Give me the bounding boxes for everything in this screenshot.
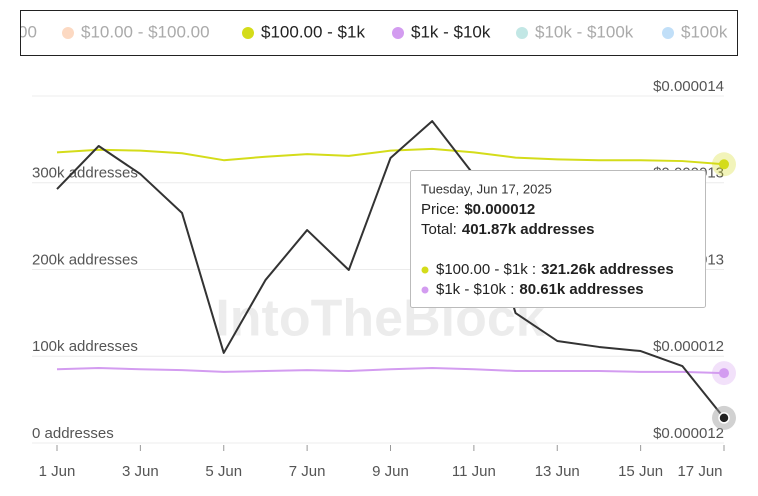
tooltip-box	[410, 170, 706, 308]
y2-tick-label: $0.000012	[653, 425, 724, 442]
x-tick-label: 13 Jun	[535, 463, 580, 480]
line	[56, 147, 725, 166]
tooltip-label: $100.00 - $1k :	[436, 261, 536, 278]
legend-label[interactable]: $10k - $100k	[535, 22, 634, 41]
x-tick-label: 17 Jun	[677, 463, 722, 480]
legend-label[interactable]: $100k	[681, 22, 728, 41]
y-tick-label: 200k addresses	[32, 251, 138, 268]
tooltip-value: 401.87k addresses	[462, 221, 595, 238]
legend-label[interactable]: $1k - $10k	[411, 22, 491, 41]
legend-dot	[62, 27, 74, 39]
tooltip-dot	[421, 266, 429, 274]
x-tick-label: 15 Jun	[618, 463, 663, 480]
tooltip-value: 321.26k addresses	[541, 261, 674, 278]
tooltip-value: $0.000012	[464, 201, 535, 218]
line	[56, 120, 725, 419]
y-tick-label: 100k addresses	[32, 338, 138, 355]
x-tick-label: 9 Jun	[372, 463, 409, 480]
tooltip-label: Price:	[421, 201, 459, 218]
legend-label[interactable]: $10.00 - $100.00	[81, 22, 210, 41]
y-tick-label: 0 addresses	[32, 425, 114, 442]
tooltip-value: 80.61k addresses	[519, 281, 643, 298]
y-tick-label: 300k addresses	[32, 165, 138, 182]
legend-dot	[516, 27, 528, 39]
tooltip-date: Tuesday, Jun 17, 2025	[421, 181, 552, 196]
legend-dot	[242, 27, 254, 39]
tooltip: Tuesday, Jun 17, 2025 Price: $0.000012 Tota…	[410, 170, 706, 308]
tooltip-label: Total:	[421, 221, 457, 238]
tooltip-label: $1k - $10k :	[436, 281, 514, 298]
tooltip-dot	[421, 286, 429, 294]
legend-dot	[392, 27, 404, 39]
legend-label[interactable]: $100.00 - $1k	[261, 22, 365, 41]
hover-point	[718, 412, 730, 424]
x-tick-label: 1 Jun	[39, 463, 76, 480]
legend-dot	[662, 27, 674, 39]
legend-box	[20, 10, 738, 56]
line	[56, 366, 725, 375]
x-tick-label: 11 Jun	[452, 463, 496, 480]
legend-label[interactable]: 00	[18, 22, 37, 41]
x-tick-label: 3 Jun	[122, 463, 159, 480]
hover-point	[719, 159, 729, 170]
y2-tick-label: $0.000012	[653, 338, 724, 355]
x-tick-label: 5 Jun	[205, 463, 242, 480]
hover-point	[719, 368, 729, 379]
legend: 00 $10.00 - $100.00 $100.00 - $1k $1k - $10…	[18, 22, 728, 41]
y2-tick-label: $0.000014	[653, 78, 724, 95]
x-tick-label: 7 Jun	[289, 463, 326, 480]
